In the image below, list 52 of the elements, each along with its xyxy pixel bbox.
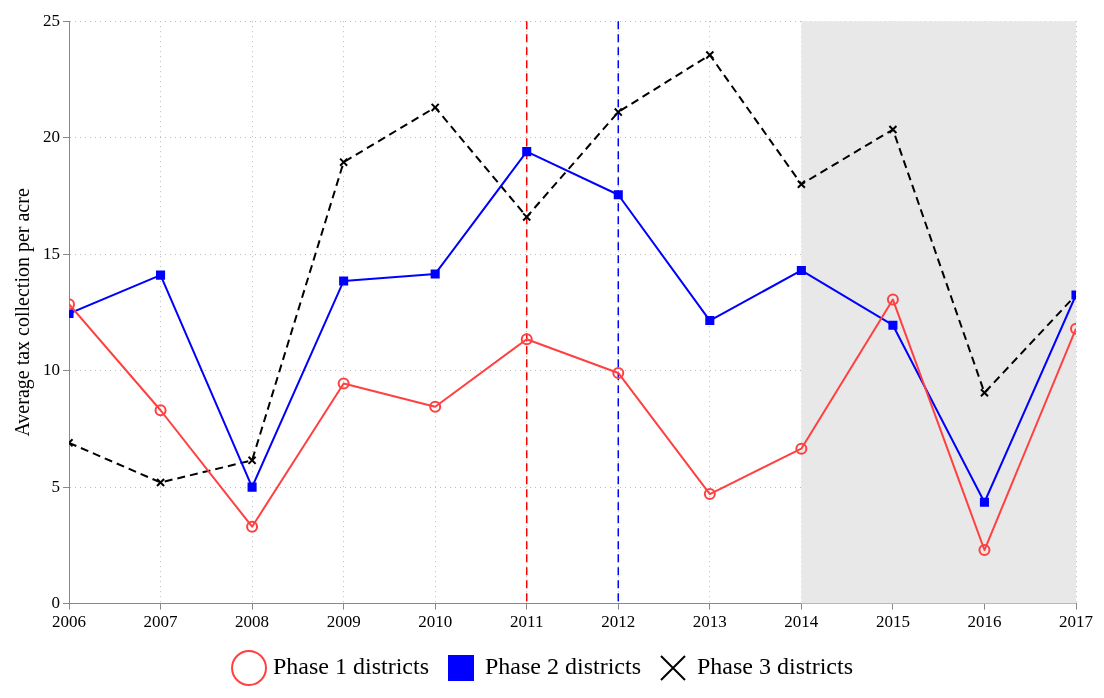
point xyxy=(154,404,167,417)
point xyxy=(339,276,349,286)
point xyxy=(888,320,898,330)
point xyxy=(979,497,989,507)
point xyxy=(247,482,257,492)
x-tick-label: 2010 xyxy=(418,612,453,632)
x-tick-label: 2009 xyxy=(326,612,361,632)
point xyxy=(430,102,440,112)
point xyxy=(337,377,350,390)
y-tick-label: 25 xyxy=(43,10,60,30)
point xyxy=(156,477,166,487)
y-tick-label: 20 xyxy=(43,127,60,147)
point xyxy=(796,265,806,275)
x-tick-label: 2006 xyxy=(52,612,86,632)
point xyxy=(429,400,442,413)
point xyxy=(613,190,623,200)
legend-label: Phase 2 districts xyxy=(485,653,642,680)
x-tick-label: 2008 xyxy=(235,612,270,632)
point xyxy=(156,270,166,280)
point xyxy=(888,124,898,135)
y-axis-title: Average tax collection per acre xyxy=(11,188,35,437)
x-tick-label: 2016 xyxy=(967,612,1002,632)
legend-label: Phase 3 districts xyxy=(696,653,853,680)
point xyxy=(246,520,259,533)
x-tick-label: 2017 xyxy=(1059,612,1094,632)
point xyxy=(520,333,533,346)
point xyxy=(886,293,899,306)
x-tick-label: 2012 xyxy=(601,612,636,632)
x-tick-label: 2013 xyxy=(692,612,727,632)
point xyxy=(978,544,991,557)
point xyxy=(703,488,716,501)
x-tick-label: 2011 xyxy=(510,612,544,632)
y-tick-label: 0 xyxy=(51,593,60,613)
y-tick-label: 15 xyxy=(43,243,60,263)
point xyxy=(796,179,806,189)
x-tick-label: 2007 xyxy=(143,612,179,632)
point xyxy=(705,316,715,326)
point xyxy=(979,388,989,398)
point xyxy=(339,157,349,167)
x-tick-label: 2015 xyxy=(875,612,910,632)
legend-label: Phase 1 districts xyxy=(273,653,430,680)
point xyxy=(795,442,808,455)
point xyxy=(612,366,625,379)
point xyxy=(705,50,715,60)
x-tick-label: 2014 xyxy=(784,612,819,632)
point xyxy=(430,269,440,279)
point xyxy=(613,107,623,117)
point xyxy=(522,212,532,222)
point xyxy=(522,147,532,157)
point xyxy=(247,455,257,465)
y-tick-label: 10 xyxy=(43,360,60,380)
y-tick-label: 5 xyxy=(51,476,60,496)
